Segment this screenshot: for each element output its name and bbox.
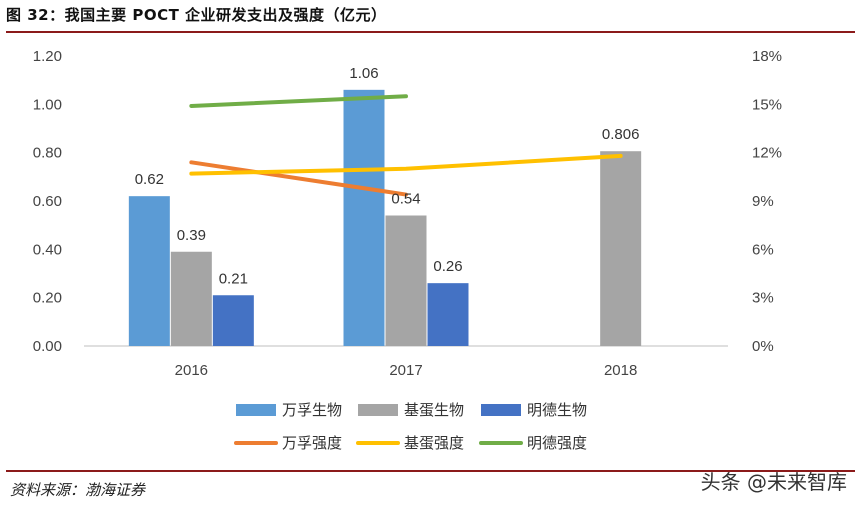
- data-label: 0.26: [433, 258, 462, 275]
- y-tick-label: 1.20: [33, 48, 62, 65]
- y-tick-label: 0.60: [33, 193, 62, 210]
- y-tick-label: 0.40: [33, 241, 62, 258]
- source-note: 资料来源：渤海证券: [10, 481, 146, 499]
- legend-label: 万孚生物: [282, 401, 342, 419]
- data-label: 0.21: [219, 270, 248, 287]
- legend-label: 明德强度: [527, 434, 587, 452]
- data-label: 1.06: [349, 65, 378, 82]
- legend-label: 基蛋强度: [404, 434, 464, 452]
- chart: 0.00 0.20 0.40 0.60 0.80 1.00 1.20 0% 3% 6% 9% 12% 1…: [33, 48, 782, 452]
- title-rule: [6, 31, 855, 33]
- bar: [600, 151, 642, 346]
- legend-swatch: [481, 404, 521, 416]
- footer-rule: [6, 470, 855, 472]
- data-label: 0.54: [391, 191, 420, 208]
- data-label: 0.806: [602, 126, 640, 143]
- legend-swatch: [236, 404, 276, 416]
- legend-label: 明德生物: [527, 401, 587, 419]
- y2-tick-label: 12%: [752, 145, 782, 162]
- x-tick-label: 2018: [604, 362, 637, 379]
- figure-title: 图 32：我国主要 POCT 企业研发支出及强度（亿元）: [6, 6, 387, 24]
- bar: [128, 196, 170, 346]
- y2-tick-label: 18%: [752, 48, 782, 65]
- y-tick-label: 0.80: [33, 145, 62, 162]
- y-tick-label: 0.00: [33, 338, 62, 355]
- y2-tick-label: 15%: [752, 96, 782, 113]
- bar: [343, 89, 385, 346]
- bar: [170, 251, 212, 346]
- data-label: 0.39: [177, 227, 206, 244]
- x-tick-label: 2017: [389, 362, 422, 379]
- y2-tick-label: 3%: [752, 290, 774, 307]
- y-tick-label: 1.00: [33, 96, 62, 113]
- legend-label: 基蛋生物: [404, 401, 464, 419]
- y-tick-label: 0.20: [33, 290, 62, 307]
- bar: [385, 215, 427, 346]
- bar: [212, 295, 254, 346]
- y2-tick-label: 0%: [752, 338, 774, 355]
- bar: [427, 283, 469, 346]
- legend-label: 万孚强度: [282, 434, 342, 452]
- watermark: 头条 @未来智库: [700, 470, 847, 494]
- y2-tick-label: 6%: [752, 241, 774, 258]
- y2-tick-label: 9%: [752, 193, 774, 210]
- series-line: [189, 94, 408, 108]
- series-line: [189, 160, 408, 197]
- data-label: 0.62: [135, 171, 164, 188]
- x-tick-label: 2016: [175, 362, 208, 379]
- legend-swatch: [358, 404, 398, 416]
- series-line: [189, 153, 623, 176]
